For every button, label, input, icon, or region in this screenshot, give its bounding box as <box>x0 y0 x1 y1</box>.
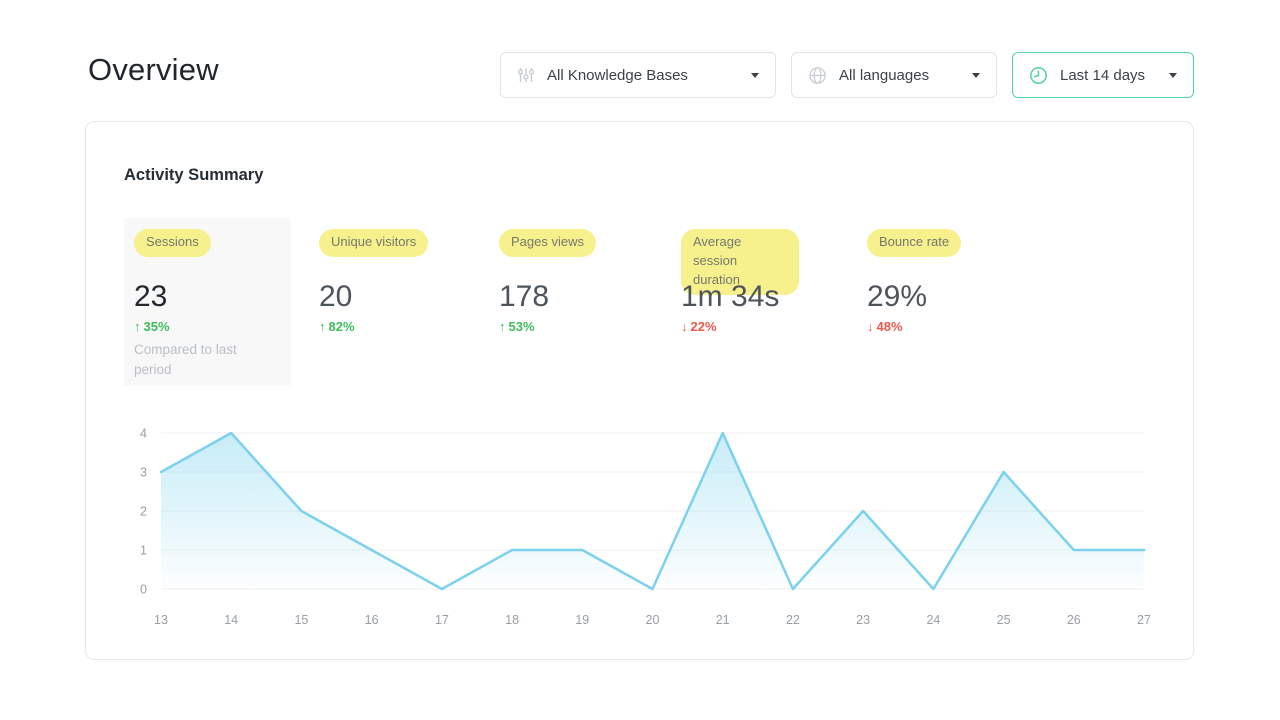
date-range-dropdown-content: Last 14 days <box>1029 66 1145 85</box>
svg-text:18: 18 <box>505 613 519 627</box>
svg-text:15: 15 <box>294 613 308 627</box>
languages-label: All languages <box>839 66 930 84</box>
svg-text:13: 13 <box>154 613 168 627</box>
delta-value: 53% <box>508 319 535 334</box>
knowledge-bases-label: All Knowledge Bases <box>547 66 688 84</box>
metric-value: 20 <box>319 280 353 313</box>
sliders-icon <box>517 68 535 82</box>
languages-dropdown[interactable]: All languages <box>791 52 997 98</box>
arrow-up-icon: ↑ <box>134 319 141 334</box>
globe-icon <box>809 66 826 84</box>
svg-text:24: 24 <box>926 613 940 627</box>
metric-delta: ↓ 48% <box>867 319 903 334</box>
comparison-note: Compared to last period <box>134 342 237 378</box>
svg-text:14: 14 <box>224 613 238 627</box>
svg-text:3: 3 <box>140 466 147 480</box>
svg-text:16: 16 <box>365 613 379 627</box>
date-range-dropdown[interactable]: Last 14 days <box>1012 52 1194 98</box>
svg-text:22: 22 <box>786 613 800 627</box>
metric-card-pages-views[interactable]: Pages views 178 ↑ 53% <box>491 218 653 386</box>
svg-text:20: 20 <box>646 613 660 627</box>
card-title: Activity Summary <box>124 166 264 184</box>
caret-down-icon <box>751 72 759 78</box>
metric-card-sessions[interactable]: Sessions 23 ↑ 35% Compared to last period <box>124 218 291 386</box>
date-range-label: Last 14 days <box>1060 66 1146 84</box>
svg-text:25: 25 <box>997 613 1011 627</box>
metric-label-pill: Average session duration <box>681 229 799 295</box>
metric-delta: ↓ 22% <box>681 319 717 334</box>
metric-label-pill: Sessions <box>134 229 211 257</box>
arrow-up-icon: ↑ <box>499 319 506 334</box>
metric-label-pill: Pages views <box>499 229 596 257</box>
knowledge-bases-dropdown-content: All Knowledge Bases <box>517 66 688 84</box>
delta-value: 48% <box>876 319 903 334</box>
metric-delta: ↑ 35% <box>134 319 170 334</box>
caret-down-icon <box>1169 72 1177 78</box>
metric-value: 1m 34s <box>681 280 780 313</box>
svg-text:0: 0 <box>140 583 147 597</box>
activity-summary-card: Activity Summary Sessions 23 ↑ 35% Compar… <box>85 121 1194 660</box>
delta-value: 35% <box>143 319 170 334</box>
svg-text:2: 2 <box>140 505 147 519</box>
metric-card-bounce-rate[interactable]: Bounce rate 29% ↓ 48% <box>859 218 1009 386</box>
svg-text:1: 1 <box>140 544 147 558</box>
metric-label-pill: Bounce rate <box>867 229 962 257</box>
clock-icon <box>1030 66 1047 84</box>
arrow-up-icon: ↑ <box>319 319 326 334</box>
filters-bar: All Knowledge Bases All languages <box>500 52 1194 98</box>
svg-text:26: 26 <box>1067 613 1081 627</box>
svg-text:21: 21 <box>716 613 730 627</box>
svg-text:4: 4 <box>140 427 147 441</box>
metric-card-avg-session-duration[interactable]: Average session duration 1m 34s ↓ 22% <box>673 218 839 386</box>
svg-text:19: 19 <box>575 613 589 627</box>
svg-text:23: 23 <box>856 613 870 627</box>
metric-card-unique-visitors[interactable]: Unique visitors 20 ↑ 82% <box>311 218 471 386</box>
svg-text:17: 17 <box>435 613 449 627</box>
knowledge-bases-dropdown[interactable]: All Knowledge Bases <box>500 52 776 98</box>
page-title: Overview <box>88 52 219 87</box>
metric-value: 29% <box>867 280 928 313</box>
delta-value: 22% <box>690 319 717 334</box>
delta-value: 82% <box>328 319 355 334</box>
caret-down-icon <box>972 72 980 78</box>
svg-text:27: 27 <box>1137 613 1151 627</box>
metric-label-pill: Unique visitors <box>319 229 429 257</box>
metrics-row: Sessions 23 ↑ 35% Compared to last period… <box>124 218 1009 386</box>
arrow-down-icon: ↓ <box>867 319 874 334</box>
arrow-down-icon: ↓ <box>681 319 688 334</box>
metric-value: 23 <box>134 280 168 313</box>
metric-delta: ↑ 82% <box>319 319 355 334</box>
metric-value: 178 <box>499 280 550 313</box>
languages-dropdown-content: All languages <box>808 66 929 85</box>
metric-delta: ↑ 53% <box>499 319 535 334</box>
